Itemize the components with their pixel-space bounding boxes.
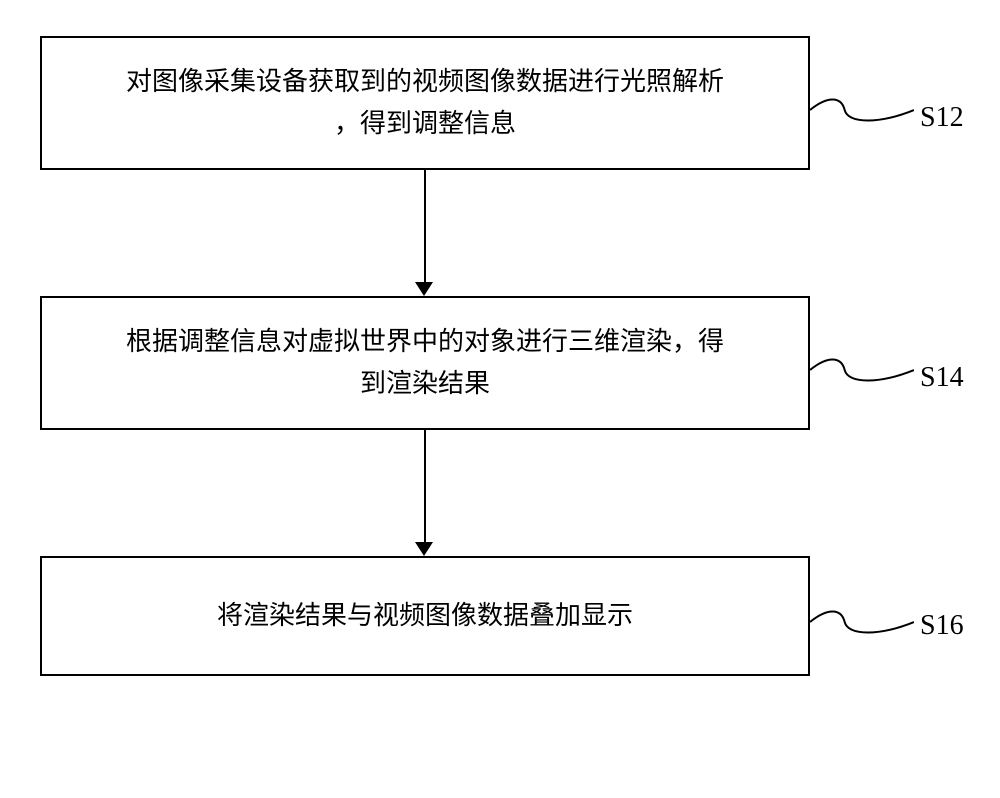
step-label: S16 bbox=[920, 610, 964, 642]
arrow-head-icon bbox=[415, 542, 433, 556]
connector-curve bbox=[810, 592, 914, 652]
flow-step-text: 根据调整信息对虚拟世界中的对象进行三维渲染，得 到渲染结果 bbox=[126, 321, 724, 404]
flow-step-step1: 对图像采集设备获取到的视频图像数据进行光照解析 ，得到调整信息 bbox=[40, 36, 810, 170]
flow-step-text: 对图像采集设备获取到的视频图像数据进行光照解析 ，得到调整信息 bbox=[126, 61, 724, 144]
arrow-shaft bbox=[424, 170, 426, 282]
flow-step-step3: 将渲染结果与视频图像数据叠加显示 bbox=[40, 556, 810, 676]
flowchart-canvas: 对图像采集设备获取到的视频图像数据进行光照解析 ，得到调整信息 S12 根据调整信息… bbox=[0, 0, 1000, 798]
step-label: S14 bbox=[920, 362, 964, 394]
connector-curve bbox=[810, 340, 914, 400]
arrow-head-icon bbox=[415, 282, 433, 296]
connector-curve bbox=[810, 80, 914, 140]
flow-step-step2: 根据调整信息对虚拟世界中的对象进行三维渲染，得 到渲染结果 bbox=[40, 296, 810, 430]
step-label: S12 bbox=[920, 102, 964, 134]
arrow-shaft bbox=[424, 430, 426, 542]
flow-step-text: 将渲染结果与视频图像数据叠加显示 bbox=[217, 595, 633, 637]
